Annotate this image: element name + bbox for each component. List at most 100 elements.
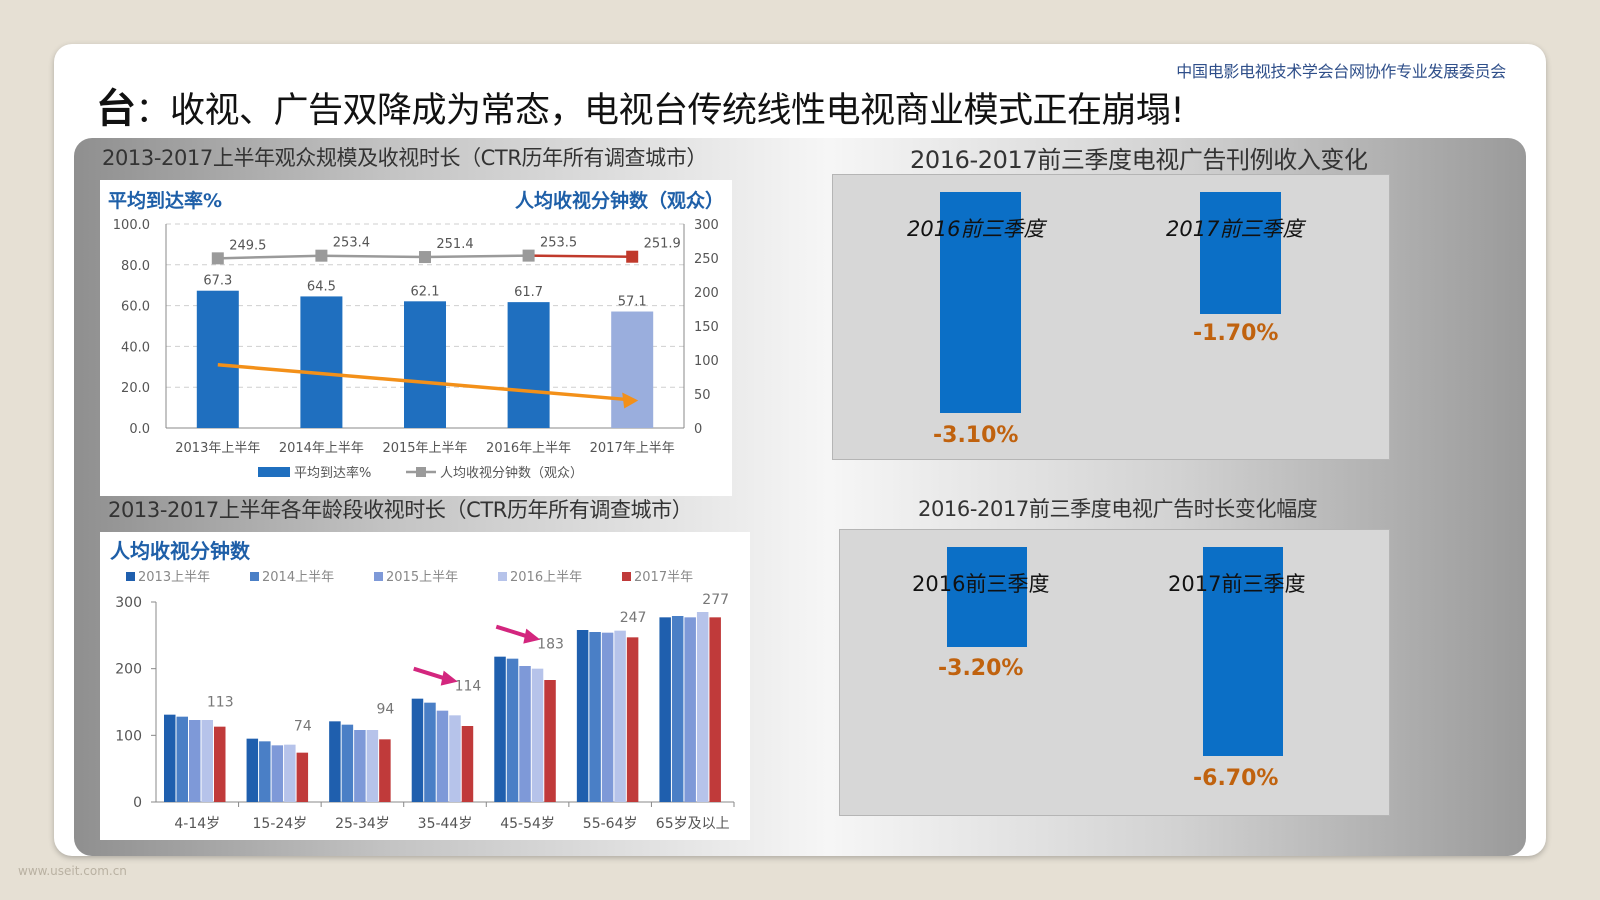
minutes-point (315, 249, 328, 262)
bar-age (589, 632, 601, 802)
value-2016-duration: -3.20% (938, 656, 1024, 681)
bar-age (696, 612, 709, 802)
trend-arrow-line (217, 363, 627, 402)
bar-age (671, 616, 684, 802)
y-tick-right: 150 (694, 320, 719, 335)
bar-age-label: 74 (294, 719, 312, 735)
y-tick-right: 200 (694, 286, 719, 301)
legend-swatch (374, 572, 383, 581)
y-tick: 0 (133, 795, 142, 811)
bar-age (531, 668, 544, 802)
x-tick: 2016年上半年 (486, 441, 571, 456)
caption-age: 2013-2017上半年各年龄段收视时长（CTR历年所有调查城市） (108, 498, 693, 522)
x-tick: 2015年上半年 (382, 441, 467, 456)
bar-age (424, 702, 436, 802)
bar-age (379, 739, 391, 802)
minutes-point (626, 250, 639, 263)
y-tick-right: 300 (694, 218, 719, 233)
trend-arrow-head (622, 392, 639, 409)
y-tick-left: 60.0 (121, 300, 150, 315)
value-2017-duration: -6.70% (1193, 766, 1279, 791)
legend-swatch (250, 572, 259, 581)
bar-reach (300, 296, 343, 428)
bar-age (246, 738, 259, 802)
y-tick-left: 100.0 (113, 218, 150, 233)
label-2017-revenue: 2017前三季度 (1166, 217, 1304, 241)
minutes-label: 251.4 (436, 237, 473, 252)
minutes-label: 251.9 (644, 237, 681, 252)
minutes-line-segment (528, 254, 633, 258)
y-tick-right: 100 (694, 354, 719, 369)
slide: 中国电影电视技术学会台网协作专业发展委员会 台：收视、广告双降成为常态，电视台传… (54, 44, 1546, 856)
bar-age (576, 630, 589, 802)
legend-label: 2013上半年 (138, 570, 210, 585)
reach-chart: 平均到达率% 人均收视分钟数（观众） 100.0 80.0 60.0 40.0 20.0 0.… (100, 180, 732, 496)
bar-reach (404, 301, 446, 428)
bar-age (544, 680, 556, 802)
bar-age (284, 744, 296, 802)
title-lead: 台 (96, 86, 136, 132)
bar-age (366, 730, 379, 802)
bar-age (601, 632, 614, 802)
bar-age-label: 114 (455, 679, 482, 695)
x-tick: 15-24岁 (253, 816, 308, 832)
bar-age (201, 720, 213, 802)
bar-age (461, 726, 474, 802)
y-tick-right: 0 (694, 422, 702, 437)
x-tick: 55-64岁 (583, 816, 638, 832)
y-tick-right: 250 (694, 252, 719, 267)
y-tick-right: 50 (694, 388, 711, 403)
caption-ad-duration: 2016-2017前三季度电视广告时长变化幅度 (918, 497, 1318, 521)
legend-label: 2017半年 (634, 570, 693, 585)
y-tick: 200 (115, 662, 142, 678)
minutes-point (522, 249, 535, 262)
bar-age-label: 247 (620, 610, 647, 626)
age-chart-svg: 人均收视分钟数 2013上半年 2014上半年 2015上半年 2016上半年 2017半… (110, 539, 735, 832)
x-tick: 35-44岁 (418, 816, 473, 832)
x-tick: 2013年上半年 (175, 441, 260, 456)
caption-audience: 2013-2017上半年观众规模及收视时长（CTR历年所有调查城市） (102, 146, 707, 170)
chart-title-right: 人均收视分钟数（观众） (515, 189, 724, 212)
bar-reach-label: 57.1 (618, 295, 647, 310)
page-title: 台：收视、广告双降成为常态，电视台传统线性电视商业模式正在崩塌! (96, 76, 1185, 134)
x-tick: 25-34岁 (335, 816, 390, 832)
bar-age (626, 637, 639, 802)
bar-reach-label: 62.1 (411, 284, 440, 299)
age-chart: 人均收视分钟数 2013上半年 2014上半年 2015上半年 2016上半年 2017半… (100, 532, 750, 840)
y-tick-left: 0.0 (129, 422, 150, 437)
bar-age (436, 710, 449, 802)
bar-age (214, 726, 226, 802)
bar-age (189, 720, 201, 802)
y-tick-left: 80.0 (121, 259, 150, 274)
y-tick: 100 (115, 728, 142, 744)
bar-2016-revenue (940, 192, 1021, 413)
minutes-label: 249.5 (229, 238, 266, 253)
minutes-label: 253.4 (333, 236, 370, 251)
bar-2017-duration (1203, 547, 1283, 756)
bar-age (341, 724, 354, 802)
minutes-point (419, 251, 431, 264)
decline-arrow-head (523, 628, 541, 644)
decline-arrow-line (495, 624, 529, 639)
watermark: www.useit.com.cn (18, 864, 127, 878)
bar-age (506, 658, 519, 802)
legend-label: 2014上半年 (262, 570, 334, 585)
bar-age (684, 617, 696, 802)
bar-age (411, 698, 424, 802)
ad-duration-chart: 2016前三季度 2017前三季度 -3.20% -6.70% (839, 529, 1390, 816)
bar-age-label: 94 (376, 701, 394, 717)
bar-age-label: 183 (537, 637, 564, 653)
bar-age (709, 617, 721, 802)
legend-swatch (126, 572, 135, 581)
reach-chart-svg: 平均到达率% 人均收视分钟数（观众） 100.0 80.0 60.0 40.0 20.0 0.… (108, 189, 724, 481)
bar-reach (507, 302, 550, 428)
chart-title-left: 平均到达率% (108, 189, 222, 212)
bar-2016-duration (947, 547, 1027, 647)
legend-marker-minutes (416, 467, 426, 477)
bar-reach (611, 311, 654, 428)
label-2017-duration: 2017前三季度 (1168, 572, 1306, 596)
bar-2017-revenue (1200, 192, 1281, 314)
y-tick-left: 20.0 (121, 381, 150, 396)
org-name: 中国电影电视技术学会台网协作专业发展委员会 (1176, 62, 1506, 81)
minutes-label: 253.5 (540, 236, 577, 251)
